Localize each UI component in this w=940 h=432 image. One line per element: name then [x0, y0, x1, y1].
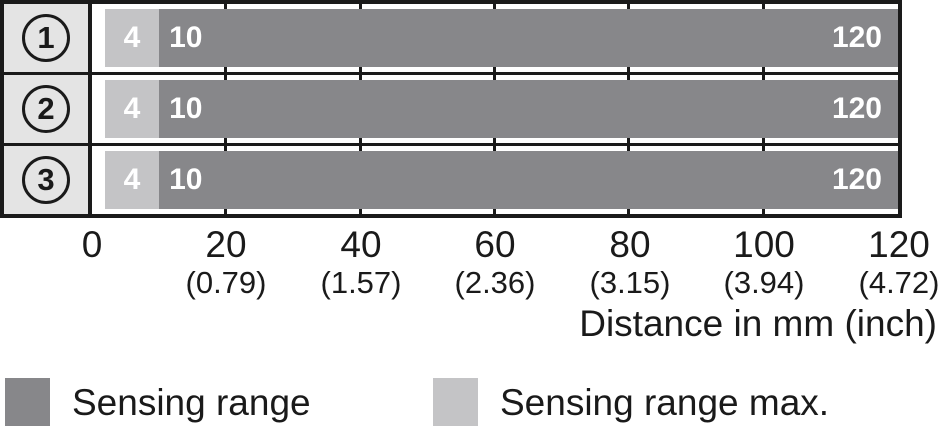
row-label-cell-2: 2: [4, 75, 92, 143]
chart-row-1: 1 4 10 120: [4, 4, 898, 75]
bar-label-range-end: 120: [831, 163, 882, 196]
tick-inch-label: (2.36): [454, 264, 536, 300]
bar-label-max-start: 4: [123, 92, 141, 125]
tick-mm-label: 20: [205, 224, 247, 265]
x-axis-tick-80: 80 (3.15): [562, 224, 698, 300]
row-label-cell-3: 3: [4, 146, 92, 214]
tick-mm-label: 120: [868, 224, 930, 265]
tick-mm-label: 40: [340, 224, 382, 265]
chart-frame: 1 4 10 120 2: [0, 0, 902, 218]
bar-label-range-end: 120: [831, 92, 882, 125]
circled-number-2: 2: [22, 85, 70, 133]
legend-item-sensing-range: Sensing range: [5, 378, 311, 426]
bar-label-range-start: 10: [169, 163, 203, 196]
tick-mm-label: 0: [81, 224, 103, 265]
bar-label-max-start: 4: [123, 21, 141, 54]
x-axis-tick-20: 20 (0.79): [158, 224, 294, 300]
x-axis-title: Distance in mm (inch): [579, 303, 937, 344]
plot-cell-3: 4 10 120: [92, 146, 898, 214]
row-label-cell-1: 1: [4, 4, 92, 72]
x-axis-tick-0: 0: [24, 224, 160, 265]
legend-label-sensing-range-max: Sensing range max.: [500, 381, 830, 423]
circled-number-3: 3: [22, 156, 70, 204]
legend-swatch-sensing-range-max: [433, 378, 478, 426]
tick-inch-label: (0.79): [185, 264, 267, 300]
tick-mm-label: 80: [609, 224, 651, 265]
legend-item-sensing-range-max: Sensing range max.: [433, 378, 829, 426]
tick-mm-label: 100: [733, 224, 795, 265]
tick-inch-label: (1.57): [320, 264, 402, 300]
x-axis-tick-40: 40 (1.57): [293, 224, 429, 300]
bar-label-max-start: 4: [123, 163, 141, 196]
chart-row-2: 2 4 10 120: [4, 75, 898, 146]
plot-cell-2: 4 10 120: [92, 75, 898, 143]
sensing-range-bar: 10 120: [159, 80, 898, 138]
bar-label-range-end: 120: [831, 21, 882, 54]
tick-inch-label: (3.94): [723, 264, 805, 300]
bar-label-range-start: 10: [169, 21, 203, 54]
tick-inch-label: (4.72): [858, 264, 940, 300]
plot-cell-1: 4 10 120: [92, 4, 898, 72]
sensing-range-bar: 10 120: [159, 9, 898, 67]
x-axis-tick-60: 60 (2.36): [427, 224, 563, 300]
tick-inch-label: (3.15): [589, 264, 671, 300]
tick-mm-label: 60: [474, 224, 516, 265]
sensing-range-max-bar: 4: [104, 151, 160, 209]
legend-swatch-sensing-range: [5, 378, 50, 426]
sensing-range-max-bar: 4: [104, 80, 160, 138]
circled-number-1: 1: [22, 14, 70, 62]
chart-row-3: 3 4 10 120: [4, 146, 898, 214]
sensing-range-max-bar: 4: [104, 9, 160, 67]
bar-label-range-start: 10: [169, 92, 203, 125]
x-axis-tick-100: 100 (3.94): [696, 224, 832, 300]
x-axis-tick-120: 120 (4.72): [831, 224, 940, 300]
sensing-range-bar: 10 120: [159, 151, 898, 209]
legend-label-sensing-range: Sensing range: [72, 381, 311, 423]
